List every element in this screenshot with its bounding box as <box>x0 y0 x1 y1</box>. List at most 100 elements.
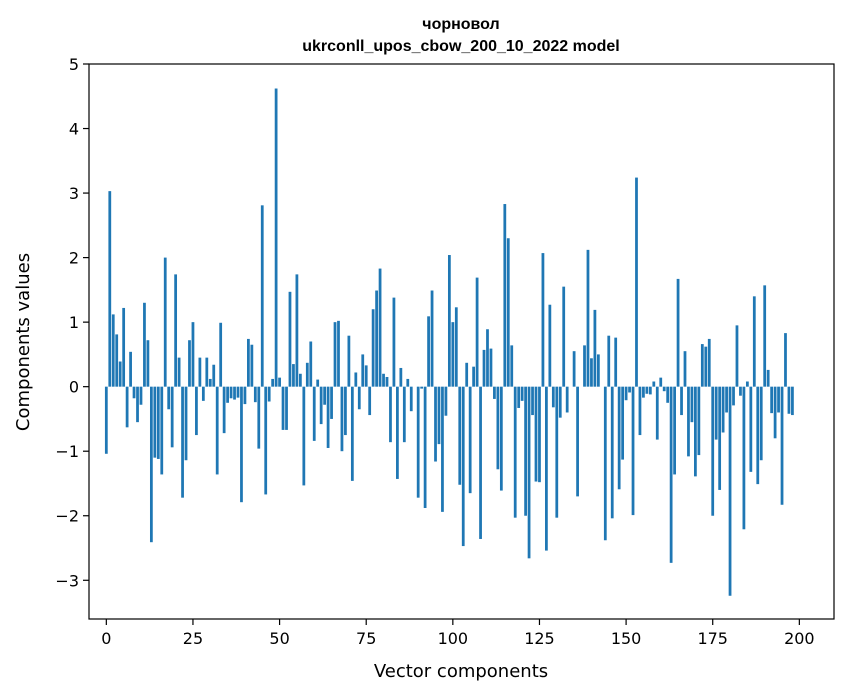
plot-frame <box>88 63 835 620</box>
bar-10 <box>139 386 143 405</box>
bar-127 <box>545 386 548 551</box>
bar-142 <box>596 354 600 387</box>
bar-48 <box>271 378 275 387</box>
y-tick-label: 5 <box>69 55 79 74</box>
bar-119 <box>517 386 521 408</box>
bar-54 <box>292 364 295 387</box>
bar-114 <box>499 386 503 491</box>
bar-179 <box>725 386 728 413</box>
bar-99 <box>447 255 451 387</box>
bar-92 <box>423 386 427 508</box>
bar-153 <box>635 177 638 387</box>
bar-78 <box>375 290 378 387</box>
bar-191 <box>766 369 770 387</box>
bars-group <box>104 88 794 596</box>
bar-159 <box>655 386 659 440</box>
bar-152 <box>631 386 635 516</box>
bar-9 <box>136 386 139 423</box>
bar-164 <box>673 386 676 475</box>
bar-183 <box>739 386 742 396</box>
bar-83 <box>392 297 396 387</box>
bar-154 <box>638 386 642 436</box>
bar-75 <box>364 365 368 387</box>
bar-57 <box>302 386 306 486</box>
bar-198 <box>791 386 794 416</box>
bar-168 <box>687 386 690 457</box>
bar-62 <box>319 386 323 425</box>
bar-136 <box>576 386 579 497</box>
bar-47 <box>267 386 271 402</box>
bar-148 <box>617 386 621 490</box>
bar-128 <box>548 304 552 387</box>
bar-182 <box>735 325 739 387</box>
chart-subtitle: ukrconll_upos_cbow_200_10_2022 model <box>302 38 619 55</box>
bar-63 <box>323 386 327 405</box>
bar-61 <box>316 379 320 387</box>
bar-113 <box>496 386 500 470</box>
bar-94 <box>430 290 434 387</box>
bar-25 <box>191 322 195 387</box>
bar-146 <box>610 386 614 519</box>
bar-126 <box>541 253 545 387</box>
bar-17 <box>163 257 167 387</box>
bar-97 <box>441 386 444 512</box>
bar-2 <box>111 314 115 387</box>
bar-21 <box>177 357 181 387</box>
bar-106 <box>472 366 476 387</box>
y-tick-label: 2 <box>69 249 79 268</box>
bar-42 <box>250 344 254 387</box>
bar-173 <box>704 346 708 387</box>
bar-150 <box>624 386 628 401</box>
bar-180 <box>728 386 732 596</box>
bar-24 <box>188 340 191 387</box>
bar-67 <box>337 320 340 387</box>
bar-37 <box>233 386 236 400</box>
bar-82 <box>389 386 392 443</box>
bar-79 <box>378 268 382 387</box>
bar-88 <box>409 386 413 412</box>
bar-80 <box>382 373 385 387</box>
y-tick-label: 0 <box>69 378 79 397</box>
x-tick-label: 100 <box>438 629 469 648</box>
bar-84 <box>396 386 399 479</box>
bar-139 <box>586 249 590 387</box>
bar-193 <box>773 386 777 439</box>
bar-66 <box>333 322 337 387</box>
bar-34 <box>222 386 226 434</box>
bar-98 <box>444 386 448 416</box>
bar-158 <box>652 381 656 387</box>
x-tick-label: 50 <box>269 629 289 648</box>
bar-50 <box>278 377 281 387</box>
bar-85 <box>399 367 403 387</box>
bar-117 <box>510 345 514 387</box>
bar-155 <box>642 386 645 398</box>
bar-70 <box>347 335 351 387</box>
bar-121 <box>524 386 527 516</box>
bar-45 <box>260 205 264 387</box>
bar-55 <box>295 274 299 387</box>
bar-169 <box>690 386 694 423</box>
bar-129 <box>551 386 555 408</box>
bar-36 <box>229 386 233 399</box>
bar-19 <box>170 386 174 448</box>
bar-68 <box>340 386 344 452</box>
bar-40 <box>243 386 247 405</box>
bar-71 <box>350 386 354 481</box>
x-tick-label: 0 <box>101 629 111 648</box>
bar-149 <box>621 386 625 460</box>
bar-138 <box>583 345 586 387</box>
bar-52 <box>285 386 288 430</box>
bar-90 <box>416 386 420 498</box>
bar-176 <box>714 386 718 440</box>
bar-125 <box>538 386 541 483</box>
bar-33 <box>219 322 223 387</box>
bar-28 <box>201 386 205 401</box>
bar-132 <box>562 286 566 387</box>
bar-122 <box>527 386 531 559</box>
bar-172 <box>700 344 704 387</box>
bar-194 <box>777 386 780 413</box>
bar-190 <box>763 285 767 387</box>
bar-39 <box>240 386 243 503</box>
bar-118 <box>513 386 517 518</box>
